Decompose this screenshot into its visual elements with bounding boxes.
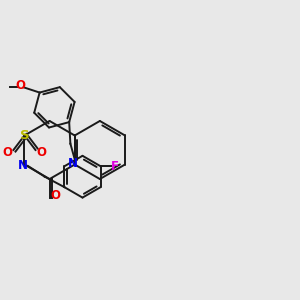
Text: O: O xyxy=(15,79,25,92)
Text: S: S xyxy=(20,129,30,142)
Text: N: N xyxy=(18,160,28,172)
Text: F: F xyxy=(111,160,119,173)
Text: O: O xyxy=(37,146,47,159)
Text: O: O xyxy=(2,146,12,159)
Text: N: N xyxy=(68,157,77,169)
Text: O: O xyxy=(50,189,60,202)
